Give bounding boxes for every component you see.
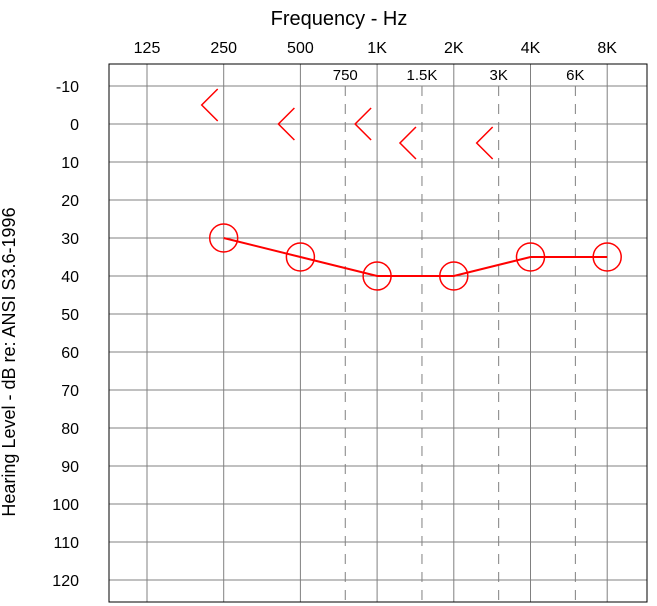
x-tick-label: 2K — [444, 40, 464, 57]
y-tick-labels: -10 0 10 20 30 40 50 60 70 80 90 100 110 120 — [52, 79, 79, 590]
circle-marker — [362, 261, 392, 291]
bracket-marker — [200, 88, 219, 122]
y-tick-label: 80 — [61, 421, 79, 438]
chart-title: Frequency - Hz — [271, 8, 408, 30]
y-axis-label: Hearing Level - dB re: ANSI S3.6-1996 — [0, 207, 19, 516]
bracket-marker — [475, 126, 494, 160]
x-tick-label-inter: 750 — [333, 67, 358, 84]
y-tick-label: 60 — [61, 345, 79, 362]
circle-marker — [285, 242, 316, 272]
x-tick-label-inter: 1.5K — [407, 67, 438, 84]
x-tick-label: 125 — [134, 40, 161, 57]
bracket-marker — [398, 126, 417, 160]
y-tick-label: 30 — [61, 231, 79, 248]
circle-marker — [208, 223, 239, 253]
y-tick-label: 0 — [70, 117, 79, 134]
y-tick-label: 50 — [61, 307, 79, 324]
x-tick-label-inter: 6K — [566, 67, 584, 84]
y-tick-label: 120 — [52, 573, 79, 590]
plot-frame — [108, 63, 648, 603]
series-lines — [223, 237, 608, 277]
x-tick-label: 500 — [287, 40, 314, 57]
y-tick-label: 40 — [61, 269, 79, 286]
x-tick-label: 4K — [521, 40, 541, 57]
x-tick-label-inter: 3K — [489, 67, 507, 84]
x-tick-labels: 125 250 500 1K 2K 4K 8K 750 1.5K 3K 6K — [134, 40, 618, 84]
x-tick-label: 8K — [597, 40, 617, 57]
series-line — [223, 237, 608, 277]
circle-marker — [592, 242, 622, 272]
x-tick-label: 250 — [210, 40, 237, 57]
circle-marker — [515, 242, 546, 272]
x-tick-label: 1K — [367, 40, 387, 57]
y-tick-label: 90 — [61, 459, 79, 476]
circle-marker — [439, 261, 469, 291]
series-markers — [200, 88, 622, 291]
y-tick-label: 20 — [61, 193, 79, 210]
y-tick-label: 110 — [53, 535, 79, 552]
grid — [109, 64, 647, 602]
y-tick-label: 100 — [52, 497, 79, 514]
y-tick-label: 70 — [61, 383, 79, 400]
bracket-marker — [354, 107, 372, 141]
y-tick-label: -10 — [56, 79, 79, 96]
bracket-marker — [277, 107, 295, 141]
y-tick-label: 10 — [61, 155, 79, 172]
